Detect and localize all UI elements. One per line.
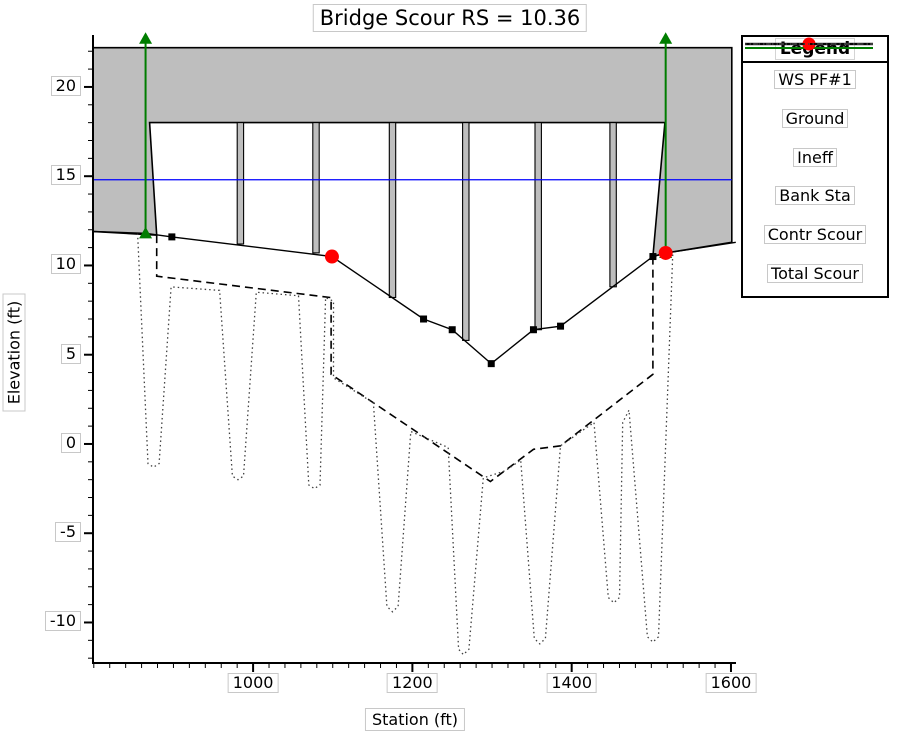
chart-title: Bridge Scour RS = 10.36: [312, 4, 588, 32]
y-tick-label: 5: [60, 343, 81, 364]
legend-entry-bank: Bank Sta: [743, 37, 887, 218]
bridge-pier: [236, 122, 245, 245]
ground-marker: [649, 253, 657, 261]
bridge-pier: [462, 122, 470, 341]
ineff-triangle-marker: [659, 32, 673, 44]
legend-entry-ineff: Ineff: [743, 38, 887, 180]
x-tick-label: 1400: [546, 673, 598, 693]
legend-label-ineff: Ineff: [793, 147, 837, 167]
y-tick-label: -10: [44, 611, 81, 632]
ineff-triangle-marker: [139, 226, 153, 239]
ground-marker: [557, 322, 565, 330]
bank-station-dot: [658, 245, 673, 260]
total-scour-line: [136, 233, 674, 656]
ground-marker: [448, 326, 456, 334]
bridge-pier: [609, 122, 617, 288]
bridge-pier: [388, 122, 397, 299]
legend-label-ground: Ground: [781, 108, 849, 128]
legend-sample-contr-icon: [745, 43, 873, 45]
y-tick-label: 10: [50, 254, 81, 275]
legend-label-ws: WS PF#1: [774, 70, 856, 89]
y-tick-label: 15: [50, 165, 81, 186]
legend-entries: WS PF#1 Ground Ineff Bank Sta Contr Scour Tot…: [743, 37, 887, 296]
ground-marker: [420, 315, 428, 323]
y-axis-label-wrap: Elevation (ft): [2, 273, 26, 433]
ground-marker: [487, 360, 495, 368]
legend-label-total: Total Scour: [767, 264, 863, 284]
legend-entry-ws: WS PF#1: [743, 43, 887, 102]
bridge-pier: [312, 122, 320, 254]
y-axis-label: Elevation (ft): [2, 293, 26, 412]
legend-sample-total-icon: [745, 43, 873, 45]
ground-marker: [168, 233, 176, 241]
x-tick-label: 1000: [227, 673, 279, 693]
ineff-triangle-marker: [139, 32, 153, 44]
x-tick-label: 1200: [387, 673, 438, 693]
ground-line: [92, 230, 736, 365]
legend-label-contr: Contr Scour: [763, 225, 867, 245]
legend-entry-contr: Contr Scour: [743, 43, 887, 257]
ground-marker: [529, 326, 537, 334]
y-tick-label: 20: [50, 75, 81, 96]
bank-station-dot: [324, 249, 339, 264]
x-tick-label: 1600: [705, 673, 757, 693]
legend-entry-total: Total Scour: [743, 43, 887, 296]
legend-label-bank: Bank Sta: [775, 186, 855, 206]
y-tick-label: -5: [55, 522, 81, 543]
contr-scour-line: [155, 235, 654, 483]
bridge-pier: [534, 122, 542, 331]
bridge-deck-abutments: [92, 46, 733, 258]
y-tick-label: 0: [60, 432, 81, 453]
legend-entry-ground: Ground: [743, 40, 887, 141]
x-axis-label: Station (ft): [364, 708, 466, 731]
